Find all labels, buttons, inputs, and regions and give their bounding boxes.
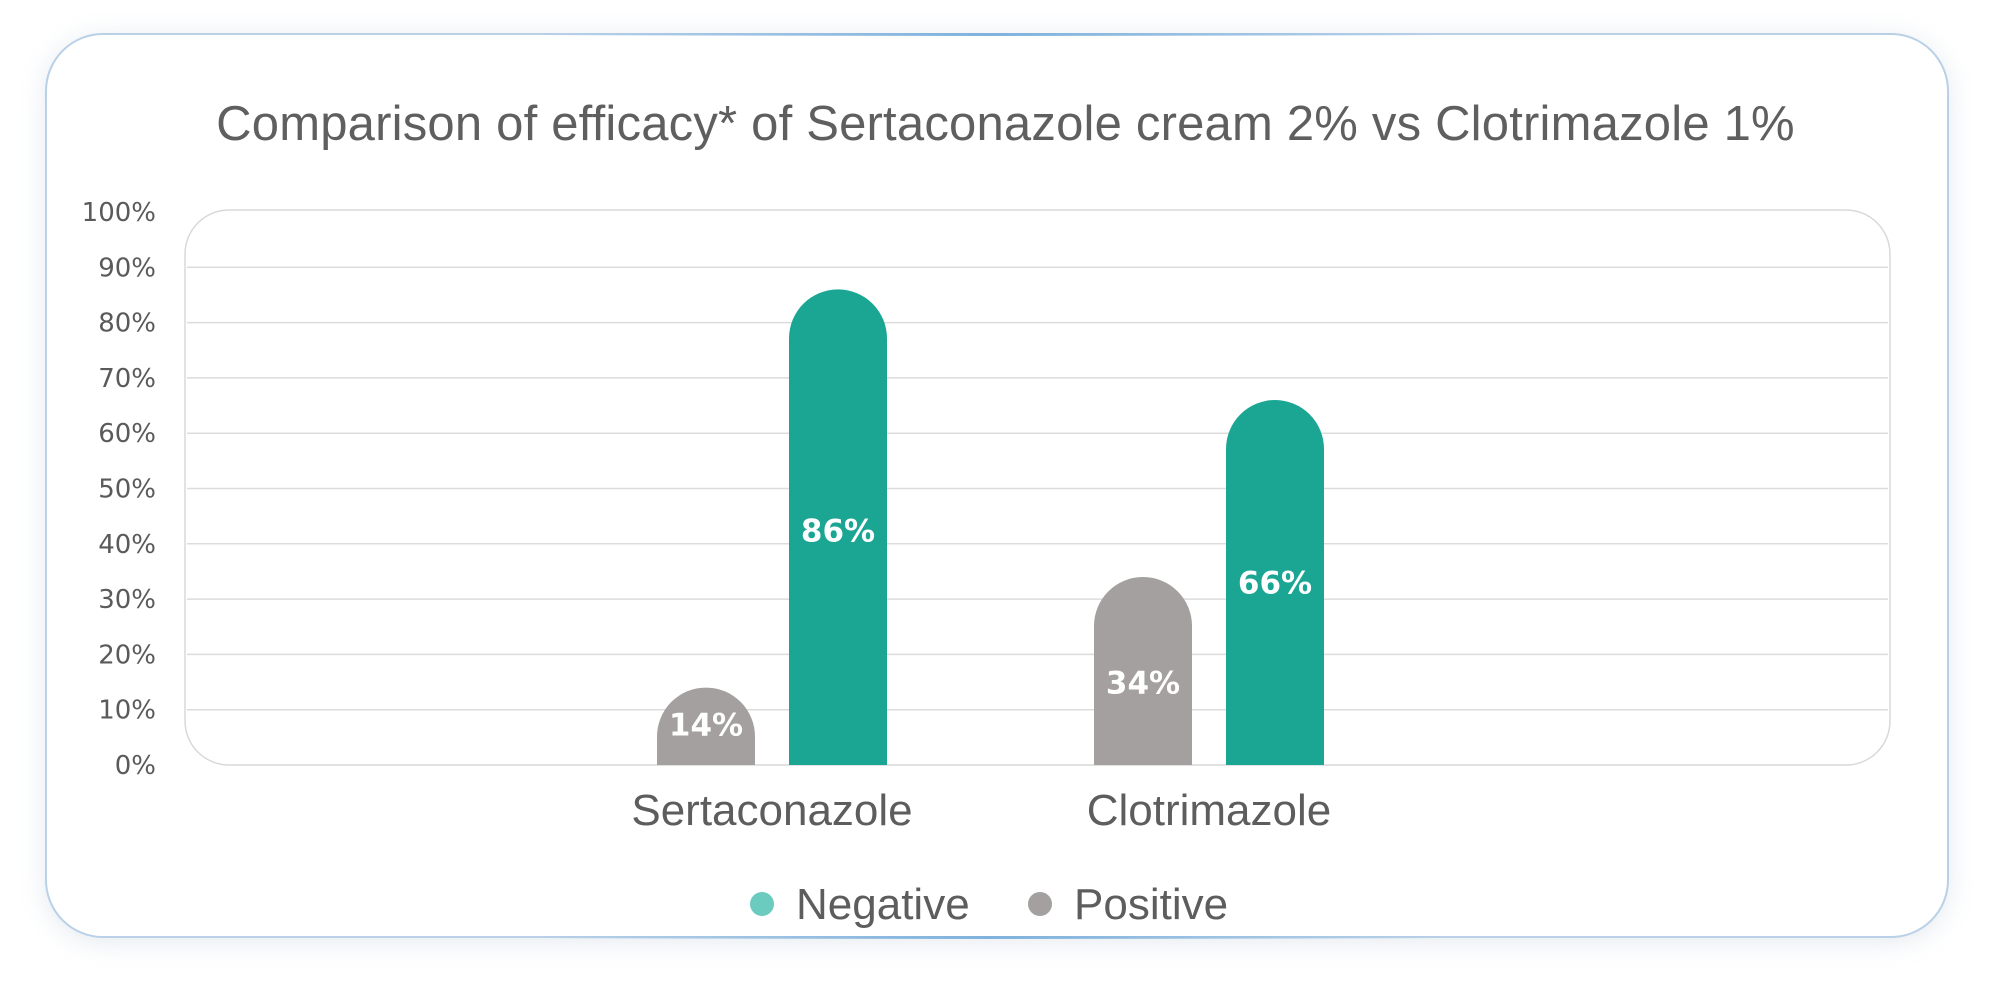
bar-clotrimazole-positive xyxy=(1094,576,1192,765)
chart-title: Comparison of efficacy* of Sertaconazole… xyxy=(216,97,1795,151)
y-axis: 0% 10% 20% 30% 40% 50% 60% 70% 80% 90% 100% xyxy=(82,198,156,781)
bar-sertaconazole-negative xyxy=(789,289,887,765)
y-tick-label: 20% xyxy=(98,640,156,670)
y-tick-label: 40% xyxy=(98,530,156,560)
y-tick-label: 30% xyxy=(98,585,156,615)
data-label: 86% xyxy=(801,513,875,549)
y-tick-label: 100% xyxy=(82,198,156,228)
plot-area xyxy=(184,209,1891,766)
legend-label-negative: Negative xyxy=(796,880,970,929)
card-bottom-accent xyxy=(540,936,1440,939)
legend-marker-negative xyxy=(750,892,774,916)
y-tick-label: 90% xyxy=(98,253,156,283)
bars: 14% 86% 34% 66% xyxy=(657,289,1324,765)
y-tick-label: 0% xyxy=(115,751,156,781)
x-axis: Sertaconazole Clotrimazole xyxy=(631,786,1331,835)
data-label: 34% xyxy=(1106,666,1180,702)
legend: Negative Positive xyxy=(750,880,1228,929)
bar-clotrimazole-negative xyxy=(1226,400,1324,765)
data-label: 14% xyxy=(669,708,743,744)
legend-marker-positive xyxy=(1028,892,1052,916)
data-label: 66% xyxy=(1238,565,1312,601)
card-top-accent xyxy=(540,33,1440,36)
y-tick-label: 80% xyxy=(98,309,156,339)
y-tick-label: 70% xyxy=(98,364,156,394)
y-tick-label: 10% xyxy=(98,696,156,726)
x-category-label: Clotrimazole xyxy=(1087,786,1332,835)
legend-label-positive: Positive xyxy=(1074,880,1228,929)
gridlines xyxy=(187,266,1888,711)
y-tick-label: 60% xyxy=(98,419,156,449)
bar-sertaconazole-positive xyxy=(657,687,755,765)
y-tick-label: 50% xyxy=(98,475,156,505)
x-category-label: Sertaconazole xyxy=(631,786,912,835)
